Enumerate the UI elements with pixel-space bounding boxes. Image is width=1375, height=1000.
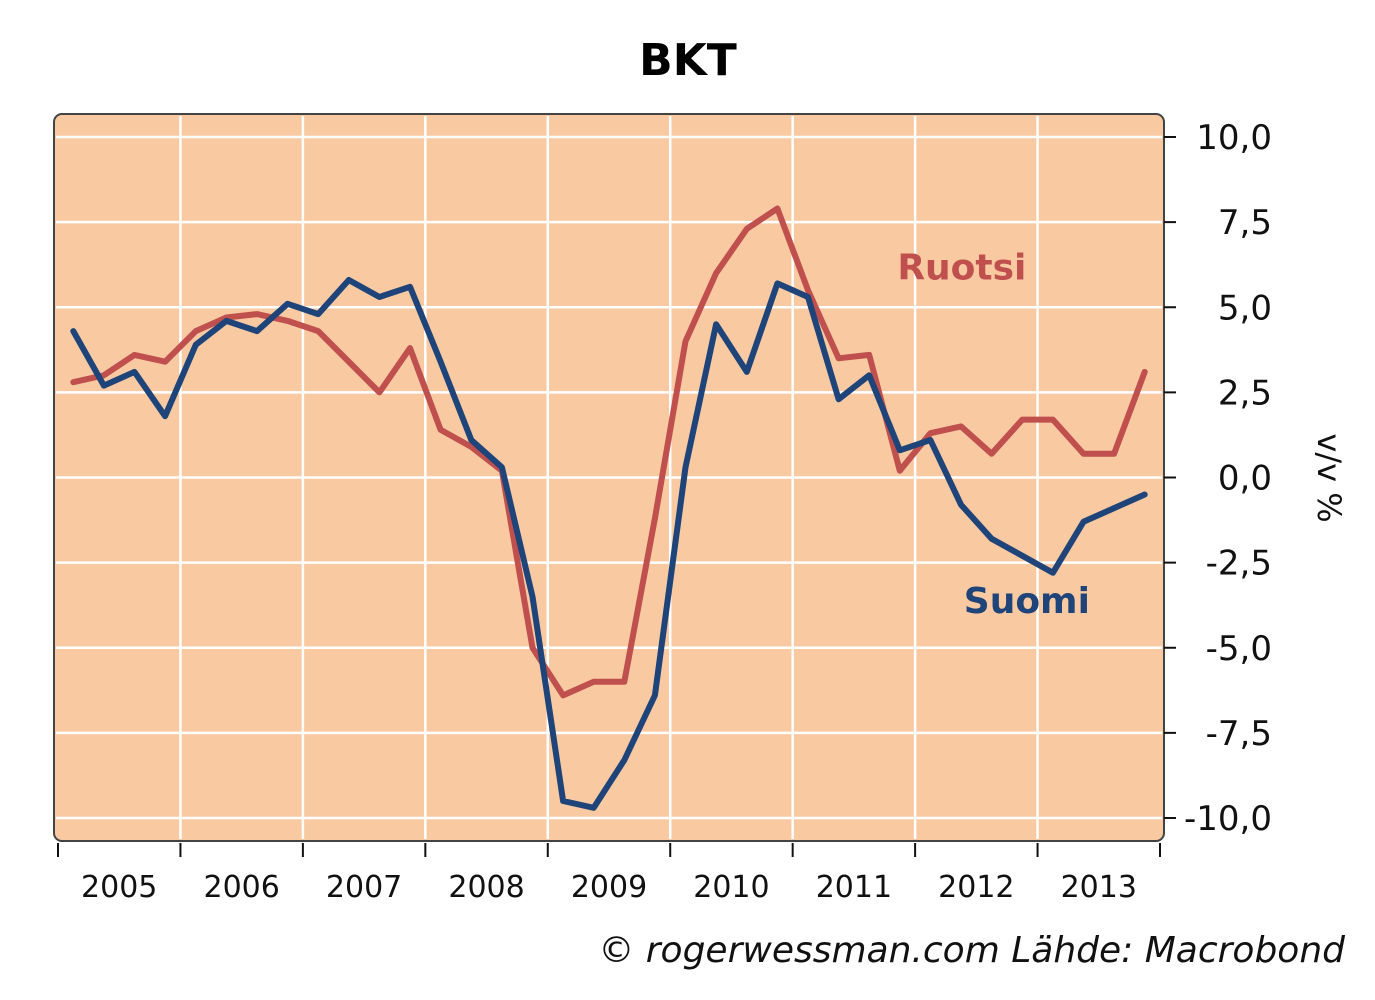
series-label-ruotsi: Ruotsi [897,247,1026,288]
y-tick-label: -2,5 [1206,544,1272,584]
y-axis: 10,0 7,5 5,0 2,5 0,0 -2,5 -5,0 -7,5 -10,0 [1164,118,1272,839]
series-line-ruotsi [70,205,1148,699]
series-label-suomi: Suomi [964,581,1090,622]
x-tick-label: 2008 [448,870,524,905]
y-tick-label: 5,0 [1218,288,1272,328]
y-tick-label: -7,5 [1206,714,1272,754]
x-tick-label: 2005 [81,870,157,905]
series-lines [70,205,1148,811]
y-tick-label: 7,5 [1218,203,1272,243]
x-tick-label: 2006 [203,870,279,905]
x-tick-label: 2007 [326,870,402,905]
source-credit: © rogerwessman.com Lähde: Macrobond [598,930,1346,971]
y-tick-label: 10,0 [1196,118,1272,158]
y-tick-label: -5,0 [1206,629,1272,669]
grid [56,116,1162,839]
x-tick-label: 2010 [693,870,769,905]
x-tick-label: 2011 [816,870,892,905]
y-tick-label: 0,0 [1218,459,1272,499]
chart-title: BKT [639,35,737,86]
x-tick-label: 2009 [571,870,647,905]
y-tick-label: -10,0 [1184,799,1272,839]
y-axis-label: v/v % [1310,433,1348,522]
x-tick-label: 2012 [938,870,1014,905]
series-line-suomi [70,277,1148,811]
x-axis: 2005 2006 2007 2008 2009 2010 2011 2012 2013 [57,843,1161,905]
x-tick-label: 2013 [1061,870,1137,905]
y-tick-label: 2,5 [1218,373,1272,413]
